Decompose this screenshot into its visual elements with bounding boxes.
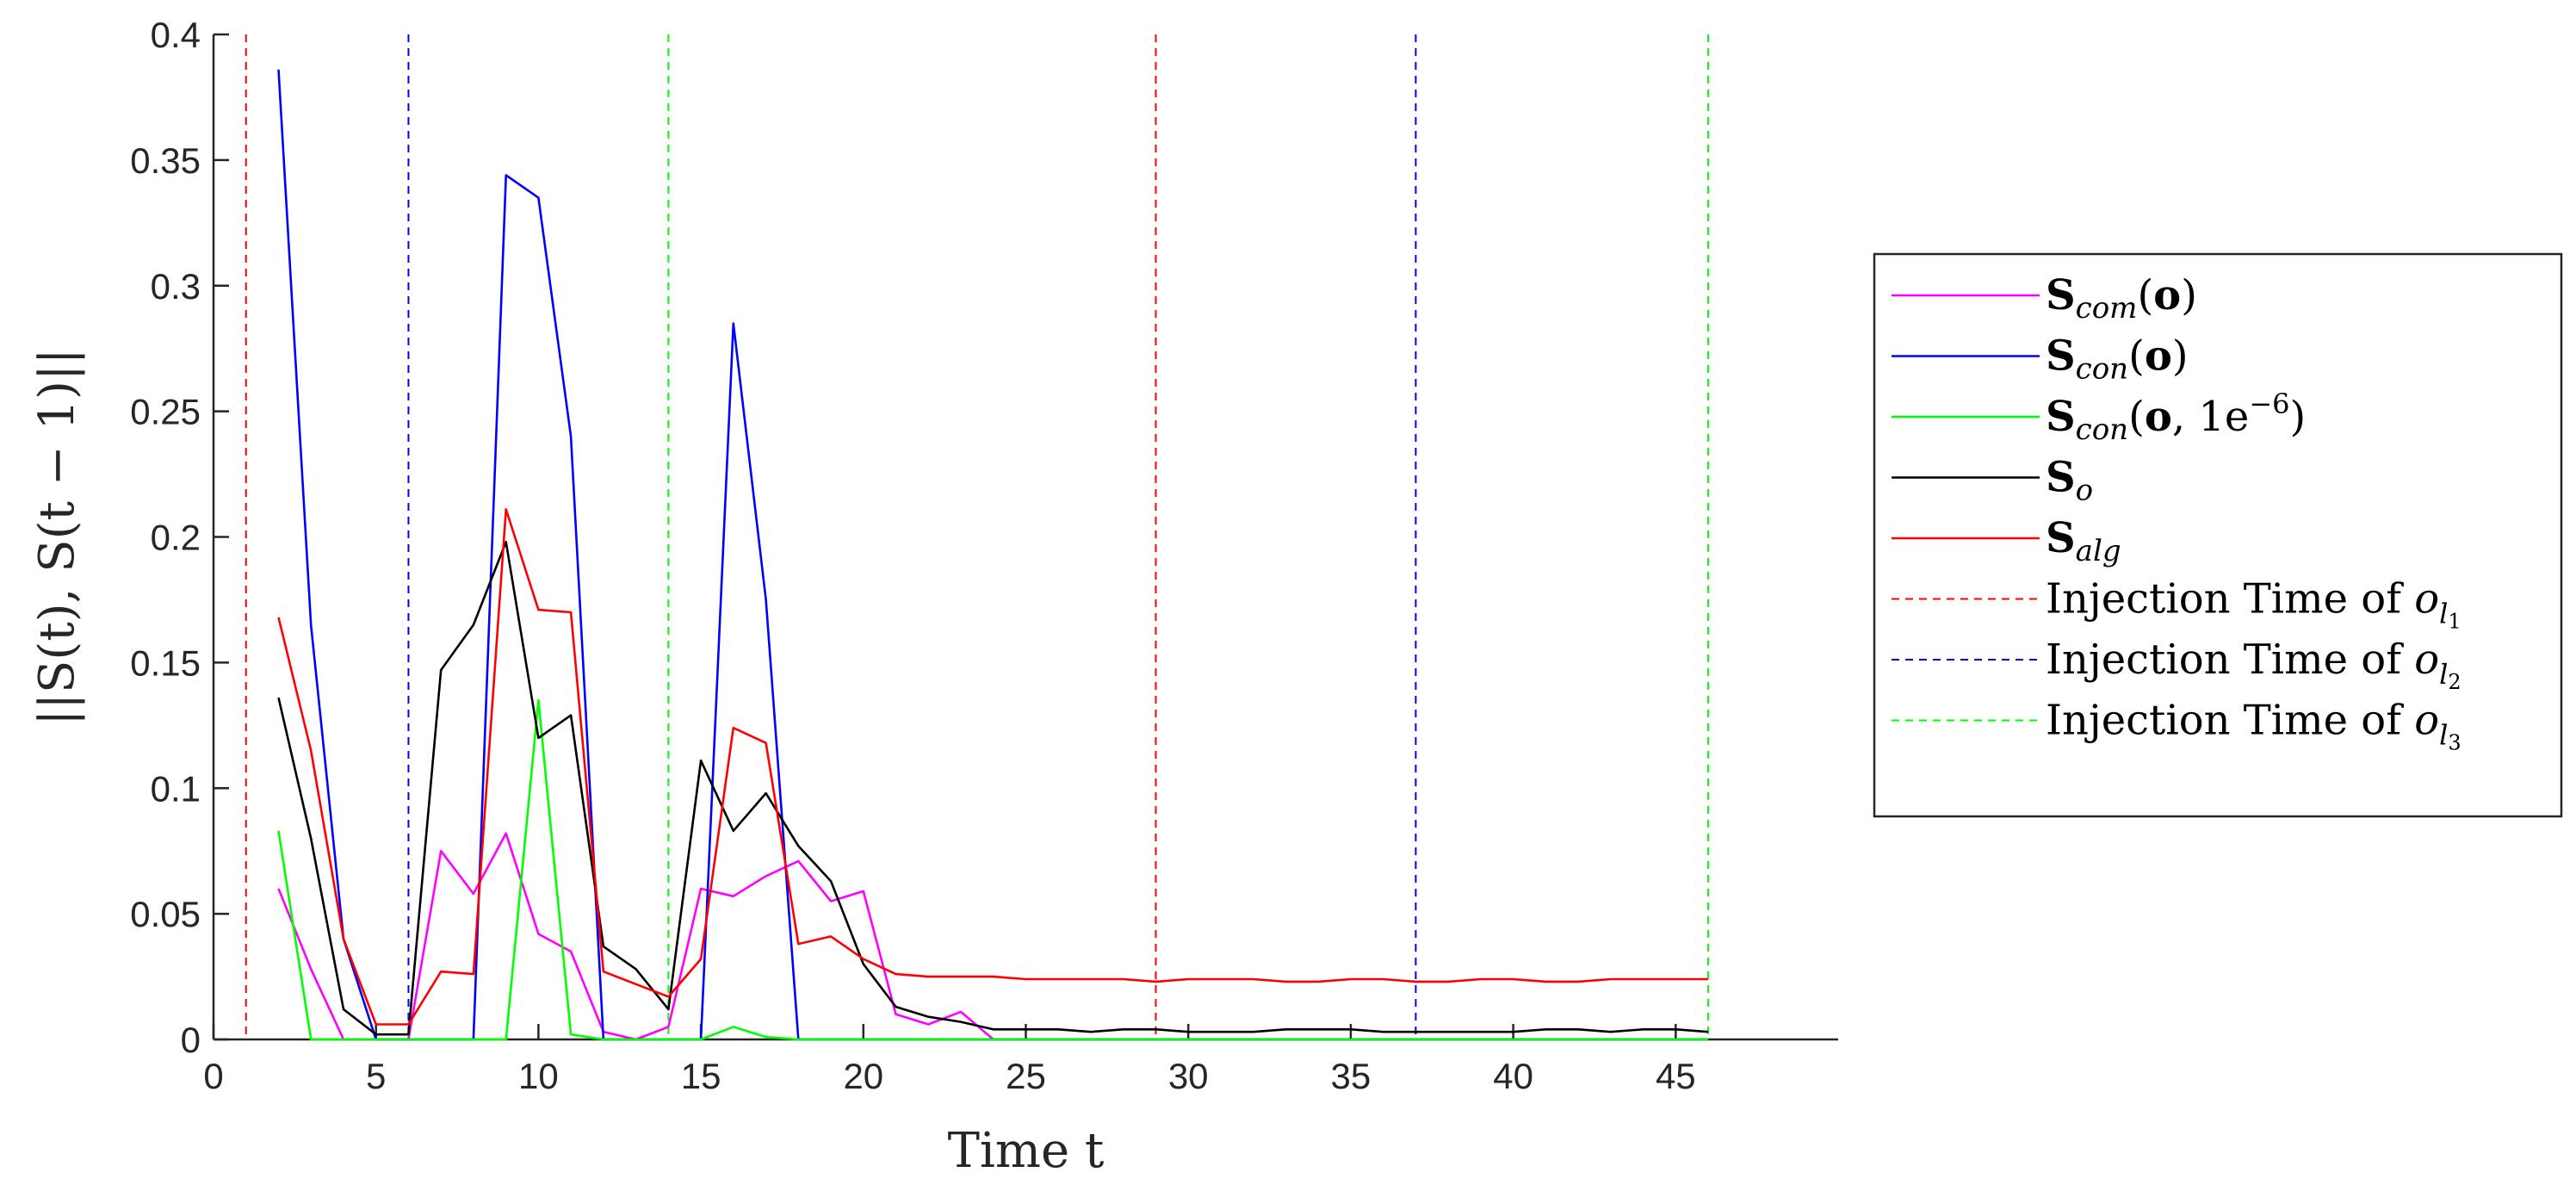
x-tick-label: 0 [203, 1056, 223, 1096]
x-axis-label: Time t [948, 1123, 1105, 1179]
x-tick-label: 30 [1168, 1056, 1209, 1096]
x-tick-label: 15 [681, 1056, 721, 1096]
legend-label-injection-1: Injection Time of ol1 [2046, 575, 2461, 634]
legend-label-1: Scom(o) [2046, 271, 2197, 326]
axis-labels: Time t ||S(t), S(t − 1)|| [29, 348, 1105, 1179]
x-tick-label: 25 [1006, 1056, 1046, 1096]
legend-label-4: So [2046, 454, 2093, 508]
x-tick-label: 40 [1493, 1056, 1533, 1096]
axes [212, 33, 1838, 1041]
series-line-2 [277, 69, 1708, 1041]
y-tick-label: 0.05 [130, 894, 201, 934]
series-line-5 [277, 508, 1708, 1026]
y-tick-label: 0.15 [130, 642, 201, 683]
y-tick-label: 0.1 [151, 768, 201, 809]
legend-label-3: Scon(o, 1e−6) [2046, 388, 2306, 447]
y-tick-label: 0.2 [151, 518, 201, 558]
y-tick-label: 0.35 [130, 140, 201, 181]
injection-lines [245, 34, 1710, 1039]
legend: Scom(o) Scon(o)Scon(o, 1e−6) So Salg Injecti… [1873, 252, 2563, 818]
y-tick-label: 0.4 [151, 15, 201, 55]
x-tick-label: 45 [1656, 1056, 1696, 1096]
series-line-1 [277, 832, 1708, 1041]
legend-box [1873, 252, 2563, 818]
y-tick-label: 0.3 [151, 266, 201, 307]
tick-labels: 0 5 10 15 20 25 30 35 40 45 0 0.05 0.1 0.15 0.2 0.25 0.3… [130, 15, 1695, 1096]
x-tick-label: 5 [366, 1056, 386, 1096]
y-tick-label: 0 [181, 1020, 201, 1060]
legend-label-2: Scon(o) [2046, 332, 2189, 387]
legend-label-5: Salg [2046, 514, 2121, 568]
legend-label-injection-2: Injection Time of ol2 [2046, 636, 2461, 694]
x-tick-label: 10 [518, 1056, 559, 1096]
x-tick-label: 20 [843, 1056, 883, 1096]
legend-label-injection-3: Injection Time of ol3 [2046, 697, 2461, 755]
y-tick-label: 0.25 [130, 392, 201, 432]
series-lines [277, 69, 1709, 1041]
series-line-4 [277, 540, 1709, 1036]
series-line-3 [277, 698, 1708, 1041]
x-tick-label: 35 [1331, 1056, 1372, 1096]
y-axis-label: ||S(t), S(t − 1)|| [29, 348, 85, 725]
